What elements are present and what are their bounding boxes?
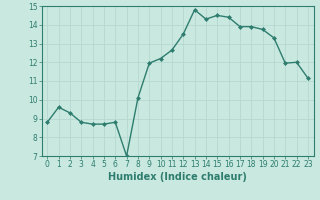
X-axis label: Humidex (Indice chaleur): Humidex (Indice chaleur) [108, 172, 247, 182]
